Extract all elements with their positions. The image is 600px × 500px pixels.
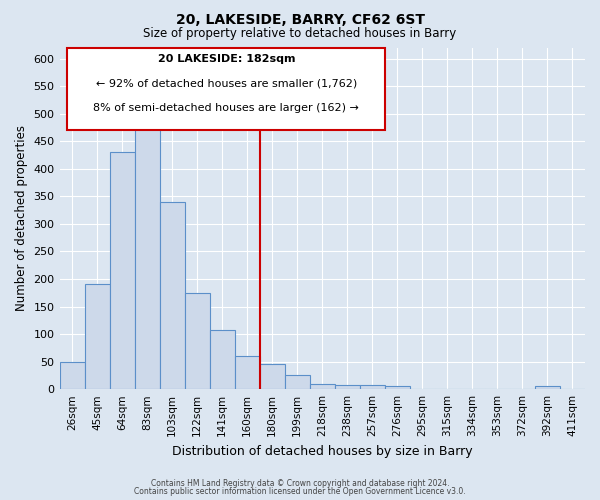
Text: ← 92% of detached houses are smaller (1,762): ← 92% of detached houses are smaller (1,…	[96, 78, 357, 88]
Text: 20 LAKESIDE: 182sqm: 20 LAKESIDE: 182sqm	[158, 54, 295, 64]
Bar	[260, 364, 285, 389]
Text: Contains public sector information licensed under the Open Government Licence v3: Contains public sector information licen…	[134, 487, 466, 496]
Bar	[59, 362, 85, 389]
Bar	[134, 128, 160, 389]
Text: Contains HM Land Registry data © Crown copyright and database right 2024.: Contains HM Land Registry data © Crown c…	[151, 478, 449, 488]
Bar	[209, 330, 235, 389]
Bar	[310, 384, 335, 389]
Bar	[85, 284, 110, 389]
Bar	[535, 386, 560, 389]
Y-axis label: Number of detached properties: Number of detached properties	[15, 126, 28, 312]
Bar	[160, 202, 185, 389]
Bar	[185, 292, 209, 389]
Bar	[110, 152, 134, 389]
Bar	[285, 376, 310, 389]
Bar	[360, 386, 385, 389]
Text: 20, LAKESIDE, BARRY, CF62 6ST: 20, LAKESIDE, BARRY, CF62 6ST	[176, 12, 425, 26]
Text: 8% of semi-detached houses are larger (162) →: 8% of semi-detached houses are larger (1…	[94, 104, 359, 114]
FancyBboxPatch shape	[67, 48, 385, 130]
Text: Size of property relative to detached houses in Barry: Size of property relative to detached ho…	[143, 28, 457, 40]
Bar	[335, 386, 360, 389]
Bar	[385, 386, 410, 389]
X-axis label: Distribution of detached houses by size in Barry: Distribution of detached houses by size …	[172, 444, 473, 458]
Bar	[235, 356, 260, 389]
